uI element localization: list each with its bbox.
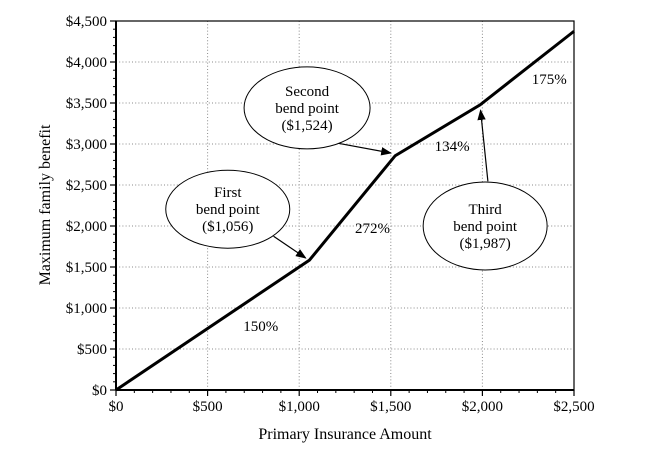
y-tick-label: $4,500 xyxy=(66,14,107,30)
slope-label: 134% xyxy=(435,139,470,155)
y-tick-label: $0 xyxy=(92,383,107,399)
x-tick-label: $500 xyxy=(193,399,223,415)
maximum-family-benefit-line xyxy=(115,30,575,392)
annotation-text-line: First xyxy=(214,185,242,201)
annotation-ellipse xyxy=(243,66,371,150)
x-tick-label: $0 xyxy=(109,399,124,415)
annotation-ellipse xyxy=(165,169,291,249)
y-tick-label: $1,000 xyxy=(66,301,107,317)
x-tick-label: $2,500 xyxy=(553,399,594,415)
y-tick-label: $4,000 xyxy=(66,55,107,71)
annotation-arrow xyxy=(273,235,307,259)
y-tick-label: $2,500 xyxy=(66,178,107,194)
annotation-text-line: ($1,524) xyxy=(281,118,332,134)
slope-label: 272% xyxy=(355,221,390,237)
segment-percent-labels: 150% 272% 134% 175% xyxy=(243,72,567,335)
annotation-arrow xyxy=(477,109,489,182)
x-tick-label: $1,500 xyxy=(370,399,411,415)
annotation-ellipse xyxy=(422,181,548,271)
annotation-text-line: bend point xyxy=(453,219,518,235)
y-tick-label: $3,000 xyxy=(66,137,107,153)
y-tick-label: $3,500 xyxy=(66,96,107,112)
slope-label: 175% xyxy=(532,72,567,88)
y-tick-label: $500 xyxy=(77,342,107,358)
x-axis-title: Primary Insurance Amount xyxy=(258,426,432,443)
annotation-text-line: ($1,987) xyxy=(460,236,511,252)
annotation-text-line: bend point xyxy=(275,101,340,117)
benefit-line-series xyxy=(115,30,575,392)
annotation-arrow xyxy=(337,142,392,156)
x-tick-label: $2,000 xyxy=(462,399,503,415)
x-tick-labels: $0 $500 $1,000 $1,500 $2,000 $2,500 xyxy=(109,399,595,415)
y-tick-label: $2,000 xyxy=(66,219,107,235)
annotation-text-line: ($1,056) xyxy=(202,219,253,235)
annotation-text-line: bend point xyxy=(196,202,261,218)
x-tick-label: $1,000 xyxy=(279,399,320,415)
y-tick-label: $1,500 xyxy=(66,260,107,276)
axis-ticks xyxy=(110,20,575,396)
annotation-text-line: Third xyxy=(468,202,502,218)
annotation-text-line: Second xyxy=(285,84,330,100)
y-tick-labels: $0 $500 $1,000 $1,500 $2,000 $2,500 $3,000 $3,5… xyxy=(66,14,107,399)
slope-label: 150% xyxy=(243,319,278,335)
plot-frame xyxy=(115,20,575,391)
